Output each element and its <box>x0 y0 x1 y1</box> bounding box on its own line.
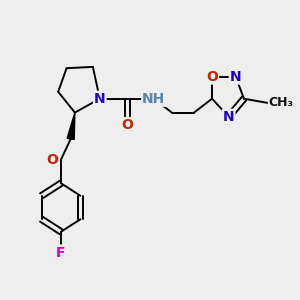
Polygon shape <box>67 112 75 140</box>
Text: O: O <box>206 70 218 83</box>
Text: O: O <box>47 153 58 167</box>
Text: O: O <box>122 118 134 132</box>
Text: NH: NH <box>142 92 166 106</box>
Text: N: N <box>223 110 235 124</box>
Text: N: N <box>94 92 106 106</box>
Text: F: F <box>56 246 66 260</box>
Text: N: N <box>230 70 242 83</box>
Text: CH₃: CH₃ <box>269 96 294 110</box>
